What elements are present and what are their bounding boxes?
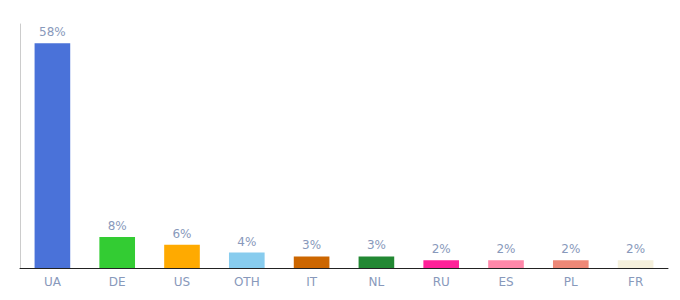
- svg-text:PL: PL: [564, 275, 578, 289]
- svg-text:3%: 3%: [367, 238, 386, 252]
- svg-text:2%: 2%: [626, 242, 645, 256]
- svg-text:4%: 4%: [237, 235, 256, 249]
- svg-text:3%: 3%: [302, 238, 321, 252]
- svg-text:NL: NL: [369, 275, 385, 289]
- svg-text:FR: FR: [628, 275, 643, 289]
- svg-text:IT: IT: [306, 275, 318, 289]
- svg-text:2%: 2%: [432, 242, 451, 256]
- svg-text:UA: UA: [44, 275, 62, 289]
- svg-text:58%: 58%: [39, 25, 66, 39]
- svg-text:RU: RU: [433, 275, 450, 289]
- svg-text:US: US: [174, 275, 190, 289]
- svg-text:ES: ES: [498, 275, 513, 289]
- svg-text:2%: 2%: [561, 242, 580, 256]
- svg-text:DE: DE: [109, 275, 126, 289]
- svg-text:2%: 2%: [496, 242, 515, 256]
- svg-text:8%: 8%: [108, 219, 127, 233]
- svg-text:OTH: OTH: [234, 275, 260, 289]
- svg-text:6%: 6%: [172, 227, 191, 241]
